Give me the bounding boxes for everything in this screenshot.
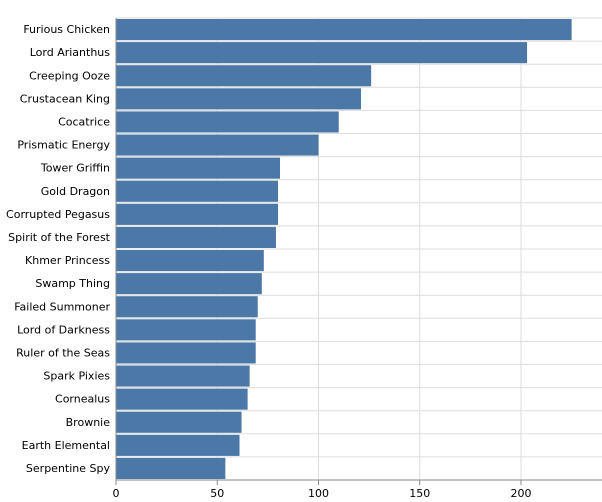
category-label: Lord of Darkness bbox=[17, 323, 110, 336]
bar bbox=[116, 342, 256, 364]
bars bbox=[116, 19, 572, 479]
bar bbox=[116, 65, 372, 87]
category-label: Brownie bbox=[66, 416, 111, 429]
x-tick-label: 0 bbox=[113, 487, 120, 500]
bar bbox=[116, 134, 319, 156]
bar bbox=[116, 88, 362, 110]
category-label: Cocatrice bbox=[58, 115, 110, 128]
gridlines bbox=[115, 17, 602, 481]
bar bbox=[116, 365, 250, 387]
x-tick-label: 50 bbox=[210, 487, 224, 500]
bar bbox=[116, 111, 339, 133]
category-label: Serpentine Spy bbox=[26, 462, 111, 475]
category-label: Crustacean King bbox=[20, 92, 110, 105]
category-label: Failed Summoner bbox=[14, 300, 110, 313]
bar bbox=[116, 434, 240, 456]
category-label: Creeping Ooze bbox=[29, 69, 110, 82]
category-label: Swamp Thing bbox=[35, 277, 110, 290]
bar bbox=[116, 457, 226, 479]
bar bbox=[116, 180, 278, 202]
x-tick-label: 200 bbox=[511, 487, 532, 500]
category-label: Corrupted Pegasus bbox=[6, 208, 110, 221]
bar bbox=[116, 296, 258, 318]
category-label: Gold Dragon bbox=[41, 185, 110, 198]
bar bbox=[116, 19, 572, 41]
category-label: Ruler of the Seas bbox=[16, 346, 110, 359]
category-label: Tower Griffin bbox=[40, 162, 110, 175]
bar bbox=[116, 250, 264, 272]
category-label: Cornealus bbox=[55, 393, 110, 406]
category-label: Khmer Princess bbox=[25, 254, 110, 267]
category-label: Spirit of the Forest bbox=[8, 231, 111, 244]
bar bbox=[116, 273, 262, 295]
bar bbox=[116, 411, 242, 433]
category-label: Spark Pixies bbox=[43, 370, 110, 383]
bar bbox=[116, 203, 278, 225]
x-axis: 0 50 100 150 200 bbox=[113, 479, 602, 500]
bar bbox=[116, 226, 276, 248]
x-tick-label: 100 bbox=[308, 487, 329, 500]
bar bbox=[116, 319, 256, 341]
category-label: Earth Elemental bbox=[22, 439, 110, 452]
category-label: Lord Arianthus bbox=[30, 46, 111, 59]
category-label: Prismatic Energy bbox=[17, 139, 110, 152]
bar bbox=[116, 157, 281, 179]
category-labels: Furious Chicken Lord Arianthus Creeping Oo… bbox=[6, 23, 111, 475]
x-tick-label: 150 bbox=[409, 487, 430, 500]
bar bbox=[116, 42, 528, 64]
bar bbox=[116, 388, 248, 410]
category-label: Furious Chicken bbox=[23, 23, 110, 36]
